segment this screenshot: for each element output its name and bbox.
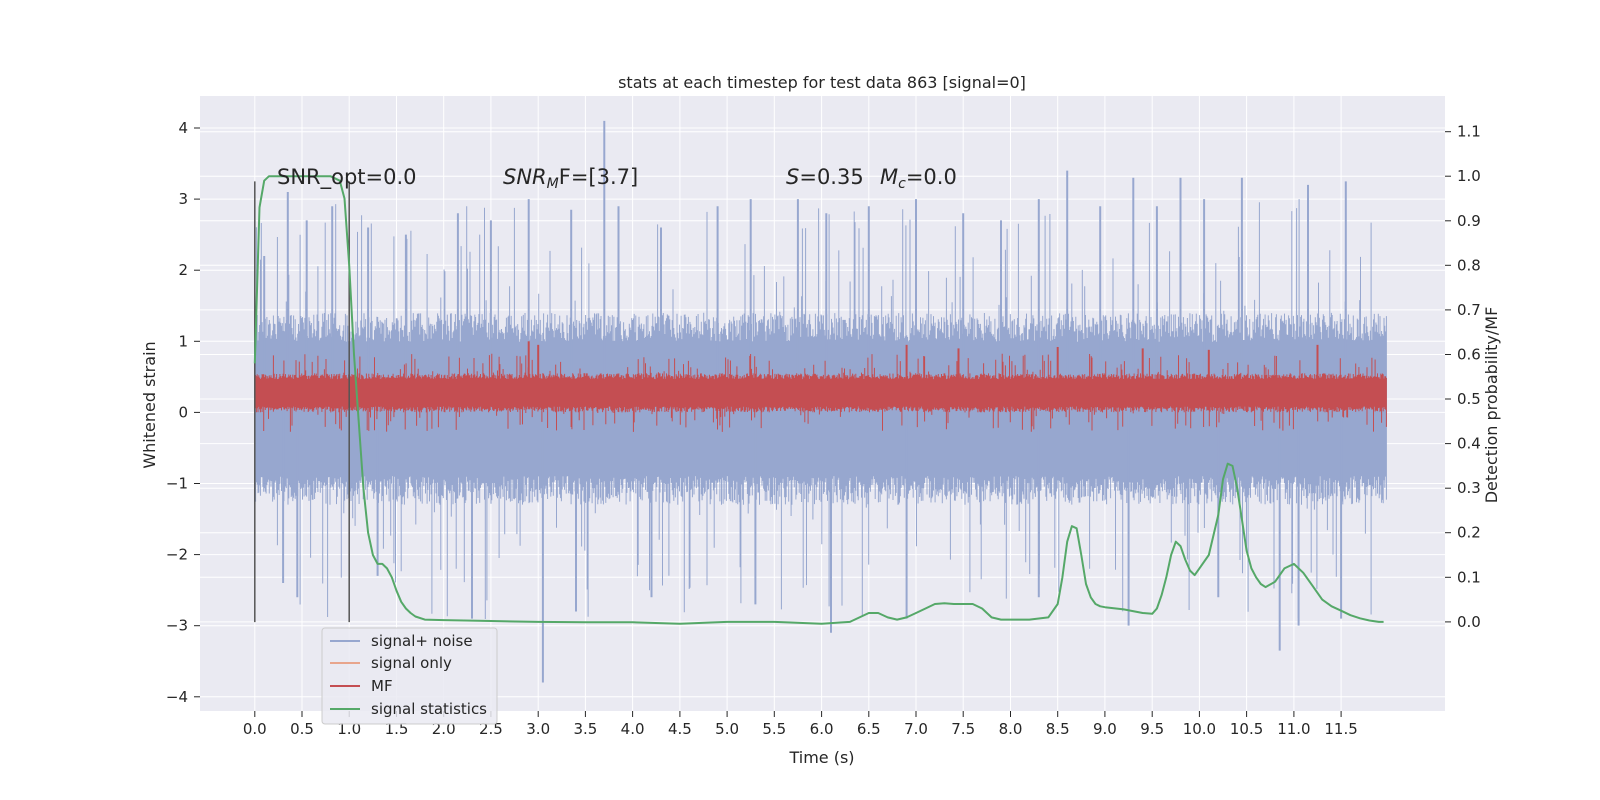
- annotation-mc-main: M: [880, 165, 898, 189]
- annotation-mc-rest: =0.0: [906, 165, 957, 189]
- legend-label-signal-noise: signal+ noise: [371, 632, 473, 650]
- annotation-mc-sub: c: [898, 176, 906, 192]
- y-right-tick-label: 0.3: [1457, 479, 1481, 497]
- y-tick-label: 3: [178, 190, 188, 208]
- y-right-tick-label: 0.7: [1457, 301, 1481, 319]
- y-tick-label: −4: [166, 688, 188, 706]
- x-tick-label: 10.5: [1230, 720, 1263, 738]
- x-tick-label: 11.0: [1277, 720, 1310, 738]
- x-tick-label: 4.0: [621, 720, 645, 738]
- x-tick-label: 9.5: [1140, 720, 1164, 738]
- y-right-tick-label: 0.1: [1457, 568, 1481, 586]
- x-tick-label: 7.0: [904, 720, 928, 738]
- x-tick-label: 6.0: [810, 720, 834, 738]
- x-tick-label: 6.5: [857, 720, 881, 738]
- x-tick-label: 5.0: [715, 720, 739, 738]
- x-tick-label: 3.5: [573, 720, 597, 738]
- legend-label-signal-only: signal only: [371, 654, 452, 672]
- y-tick-label: 2: [178, 261, 188, 279]
- annotation-snr-opt: SNR_opt=0.0: [277, 165, 417, 190]
- y-tick-label: −3: [166, 617, 188, 635]
- y-right-tick-label: 0.0: [1457, 613, 1481, 631]
- chart-title: stats at each timestep for test data 863…: [618, 73, 1026, 92]
- x-axis-label: Time (s): [788, 748, 854, 767]
- y-right-tick-label: 0.8: [1457, 256, 1481, 274]
- legend: signal+ noise signal only MF signal stat…: [321, 627, 498, 725]
- y-right-axis-label: Detection probability/MF: [1482, 307, 1501, 504]
- y-right-tick-label: 1.1: [1457, 123, 1481, 141]
- y-tick-label: 0: [178, 403, 188, 421]
- y-tick-label: 1: [178, 332, 188, 350]
- x-tick-label: 3.0: [526, 720, 550, 738]
- overlay: [253, 175, 1384, 625]
- annotation-snr-mf-main: SNR: [503, 165, 547, 189]
- x-tick-label: 0.5: [290, 720, 314, 738]
- annotation-snr-mf: SNRMF=[3.7]: [503, 165, 638, 192]
- x-tick-label: 8.0: [999, 720, 1023, 738]
- legend-box: [321, 627, 498, 725]
- annotation-snr-mf-rest: F=[3.7]: [559, 165, 638, 189]
- series-layer: [254, 120, 1387, 683]
- annotation-mc: Mc=0.0: [880, 165, 957, 192]
- x-tick-label: 10.0: [1183, 720, 1216, 738]
- annotation-snr-mf-sub: M: [547, 176, 559, 192]
- y-tick-label: −2: [166, 546, 188, 564]
- y-right-tick-label: 1.0: [1457, 167, 1481, 185]
- y-right-tick-label: 0.2: [1457, 524, 1481, 542]
- x-tick-label: 7.5: [951, 720, 975, 738]
- x-tick-label: 0.0: [243, 720, 267, 738]
- y-right-tick-label: 0.6: [1457, 346, 1481, 364]
- legend-label-signal-statistics: signal statistics: [371, 700, 487, 718]
- y-tick-label: 4: [178, 119, 188, 137]
- x-tick-label: 11.5: [1324, 720, 1357, 738]
- y-axis-label: Whitened strain: [140, 341, 159, 468]
- y-right-tick-label: 0.4: [1457, 435, 1481, 453]
- x-tick-label: 4.5: [668, 720, 692, 738]
- series-3-line: [253, 175, 1384, 625]
- x-tick-label: 5.5: [762, 720, 786, 738]
- y-right-tick-label: 0.9: [1457, 212, 1481, 230]
- annotation-s-rest: =0.35: [799, 165, 863, 189]
- x-tick-label: 8.5: [1046, 720, 1070, 738]
- legend-label-mf: MF: [371, 677, 393, 695]
- x-tick-label: 9.0: [1093, 720, 1117, 738]
- annotation-s-main: S: [786, 165, 799, 189]
- y-right-tick-label: 0.5: [1457, 390, 1481, 408]
- annotation-s: S=0.35: [786, 165, 864, 189]
- y-tick-label: −1: [166, 475, 188, 493]
